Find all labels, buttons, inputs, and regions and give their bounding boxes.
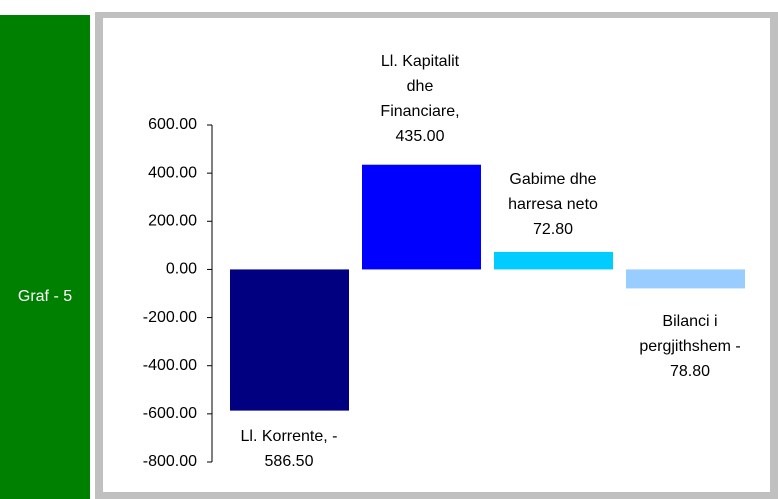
y-tick-label: 200.00 <box>148 213 197 230</box>
data-label: pergjithshem - <box>639 338 740 355</box>
y-tick-label: -400.00 <box>143 357 197 374</box>
bar <box>362 164 481 270</box>
y-tick-label: 400.00 <box>148 164 197 181</box>
y-tick-label: 0.00 <box>166 261 197 278</box>
y-tick-label: -200.00 <box>143 309 197 326</box>
y-tick-label: -600.00 <box>143 405 197 422</box>
data-label: 78.80 <box>670 363 710 380</box>
y-tick-label: -800.00 <box>143 453 197 470</box>
data-label: 72.80 <box>533 221 573 238</box>
sidebar-label: Graf - 5 <box>18 288 72 305</box>
data-label: Bilanci i <box>662 313 717 330</box>
bar <box>626 269 745 289</box>
data-label: Ll. Kapitalit <box>381 53 460 70</box>
data-label: 586.50 <box>265 453 314 470</box>
data-label: Financiare, <box>380 103 459 120</box>
sidebar <box>0 15 90 499</box>
bar <box>494 251 613 270</box>
bar <box>230 269 349 411</box>
y-tick-label: 600.00 <box>148 116 197 133</box>
data-label: 435.00 <box>396 128 445 145</box>
data-label: dhe <box>407 78 434 95</box>
data-label: Gabime dhe <box>509 171 596 188</box>
data-label: harresa neto <box>508 196 598 213</box>
data-label: Ll. Korrente, - <box>241 428 338 445</box>
